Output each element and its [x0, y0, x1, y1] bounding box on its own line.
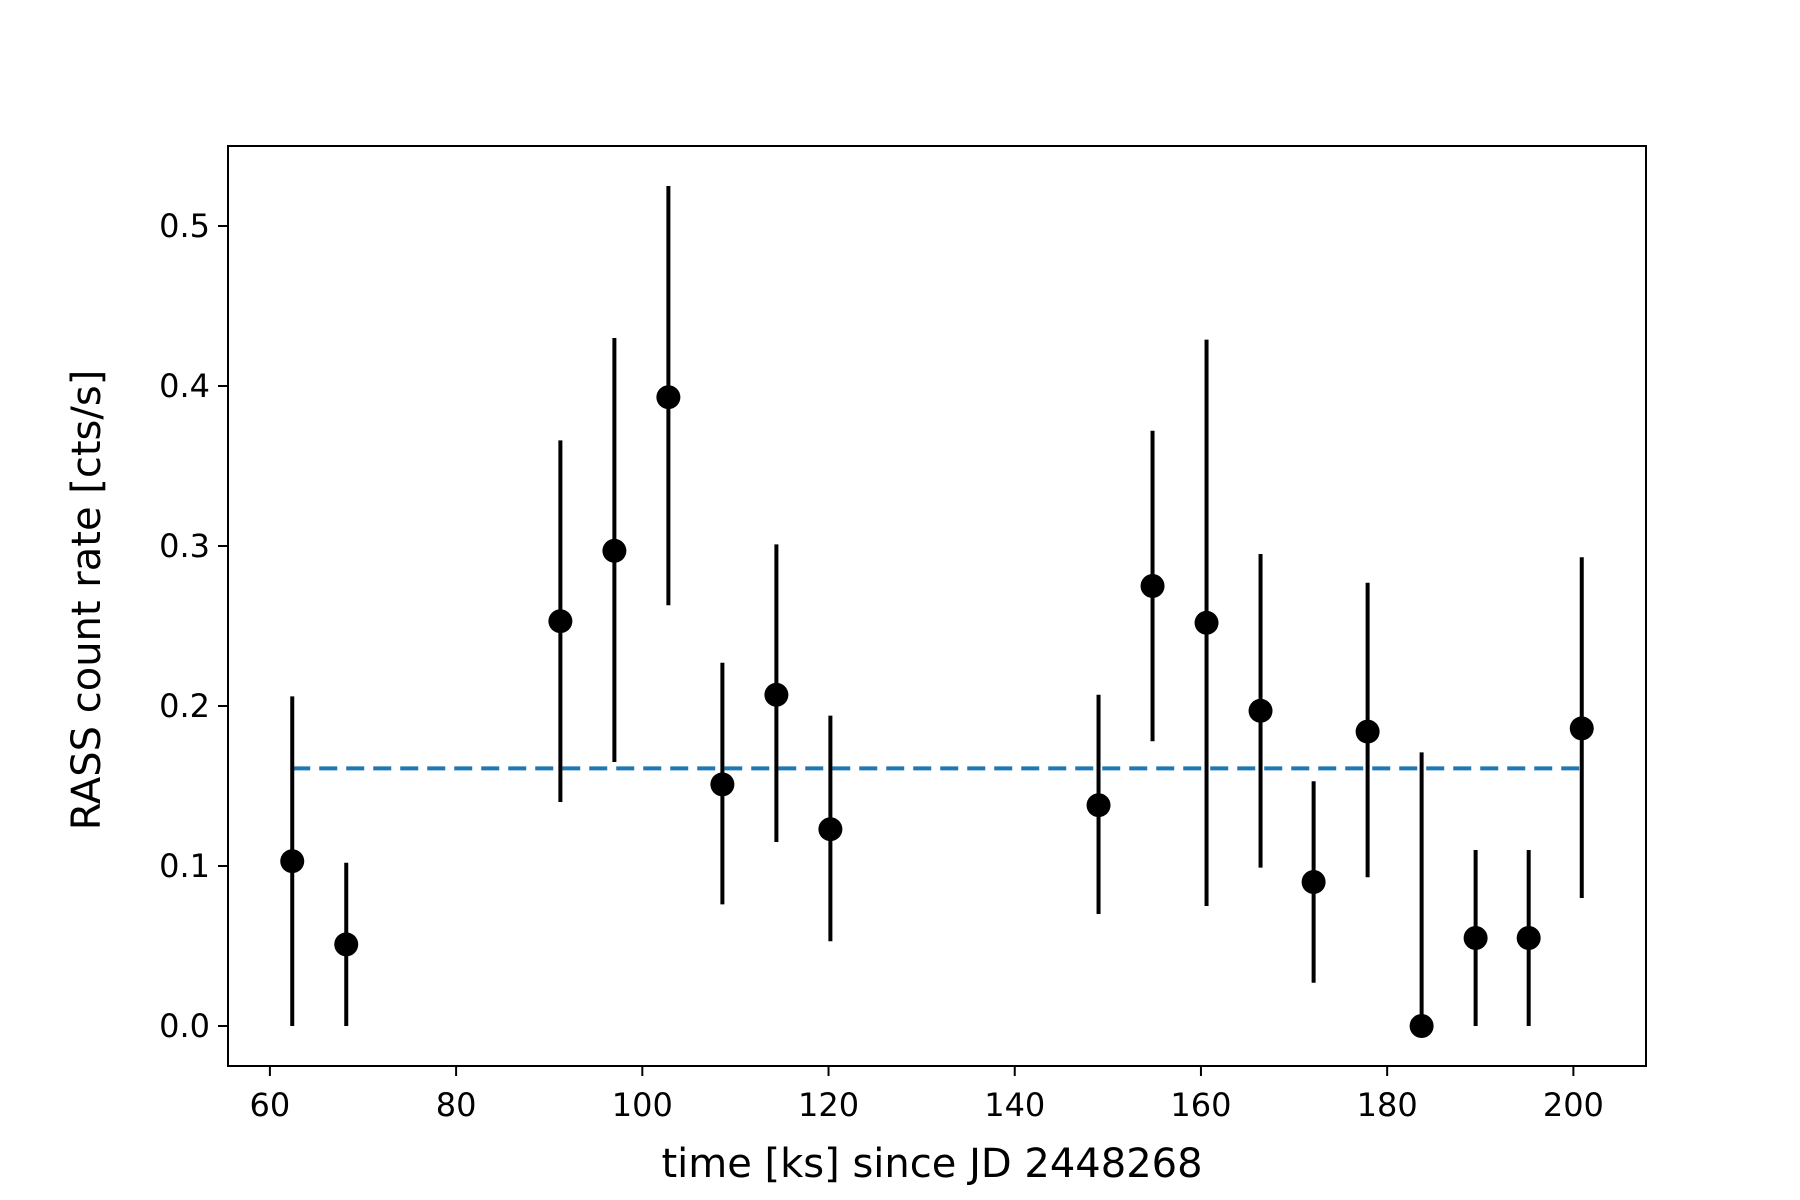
data-point: [1409, 752, 1434, 1038]
x-tick-label: 200: [1543, 1086, 1604, 1124]
point-marker: [280, 849, 305, 874]
point-marker: [1355, 719, 1380, 744]
point-marker: [710, 772, 735, 797]
data-point: [818, 715, 843, 942]
data-point: [1140, 430, 1165, 742]
y-tick-label: 0.0: [159, 1007, 210, 1045]
data-point: [656, 186, 681, 606]
point-marker: [548, 609, 573, 634]
y-tick-label: 0.5: [159, 207, 210, 245]
y-tick-label: 0.4: [159, 367, 210, 405]
axes: 60 80 100 120 140 160 180 200 0.0 0.1 0.2 0.3 0.4 0.5: [159, 145, 1647, 1124]
x-tick-label: 60: [250, 1086, 291, 1124]
point-marker: [1140, 574, 1165, 598]
x-tick-label: 180: [1357, 1086, 1418, 1124]
data-point: [1516, 850, 1541, 1026]
data-point: [334, 862, 359, 1026]
y-tick-label: 0.3: [159, 527, 210, 565]
data-points-layer: [280, 186, 1594, 1038]
x-tick-label: 160: [1170, 1086, 1231, 1124]
data-point: [548, 440, 573, 802]
point-marker: [1516, 926, 1541, 950]
point-marker: [656, 385, 681, 410]
point-marker: [1409, 1014, 1434, 1038]
x-tick-label: 100: [612, 1086, 673, 1124]
data-point: [280, 696, 305, 1026]
data-point: [1569, 557, 1594, 898]
y-axis-label: RASS count rate [cts/s]: [64, 370, 110, 831]
point-marker: [1301, 870, 1326, 894]
data-point: [1463, 850, 1488, 1026]
y-tick-label: 0.2: [159, 687, 210, 725]
point-marker: [764, 682, 789, 707]
x-axis-label: time [ks] since JD 2448268: [661, 1141, 1202, 1187]
point-marker: [1248, 698, 1273, 723]
x-tick-label: 140: [984, 1086, 1045, 1124]
data-point: [1086, 694, 1111, 914]
data-point: [1301, 781, 1326, 983]
point-marker: [602, 538, 627, 563]
point-marker: [1463, 926, 1488, 950]
point-marker: [818, 817, 843, 842]
point-marker: [1194, 610, 1219, 635]
data-point: [1194, 339, 1219, 906]
data-point: [1248, 554, 1273, 868]
point-marker: [1086, 793, 1111, 818]
point-marker: [1569, 716, 1594, 741]
data-point: [602, 338, 627, 762]
plot-frame: [227, 145, 1647, 1067]
x-tick-label: 80: [436, 1086, 477, 1124]
data-point: [764, 544, 789, 842]
y-tick-label: 0.1: [159, 847, 210, 885]
data-point: [1355, 582, 1380, 878]
data-point: [710, 662, 735, 905]
point-marker: [334, 932, 359, 957]
x-tick-label: 120: [798, 1086, 859, 1124]
